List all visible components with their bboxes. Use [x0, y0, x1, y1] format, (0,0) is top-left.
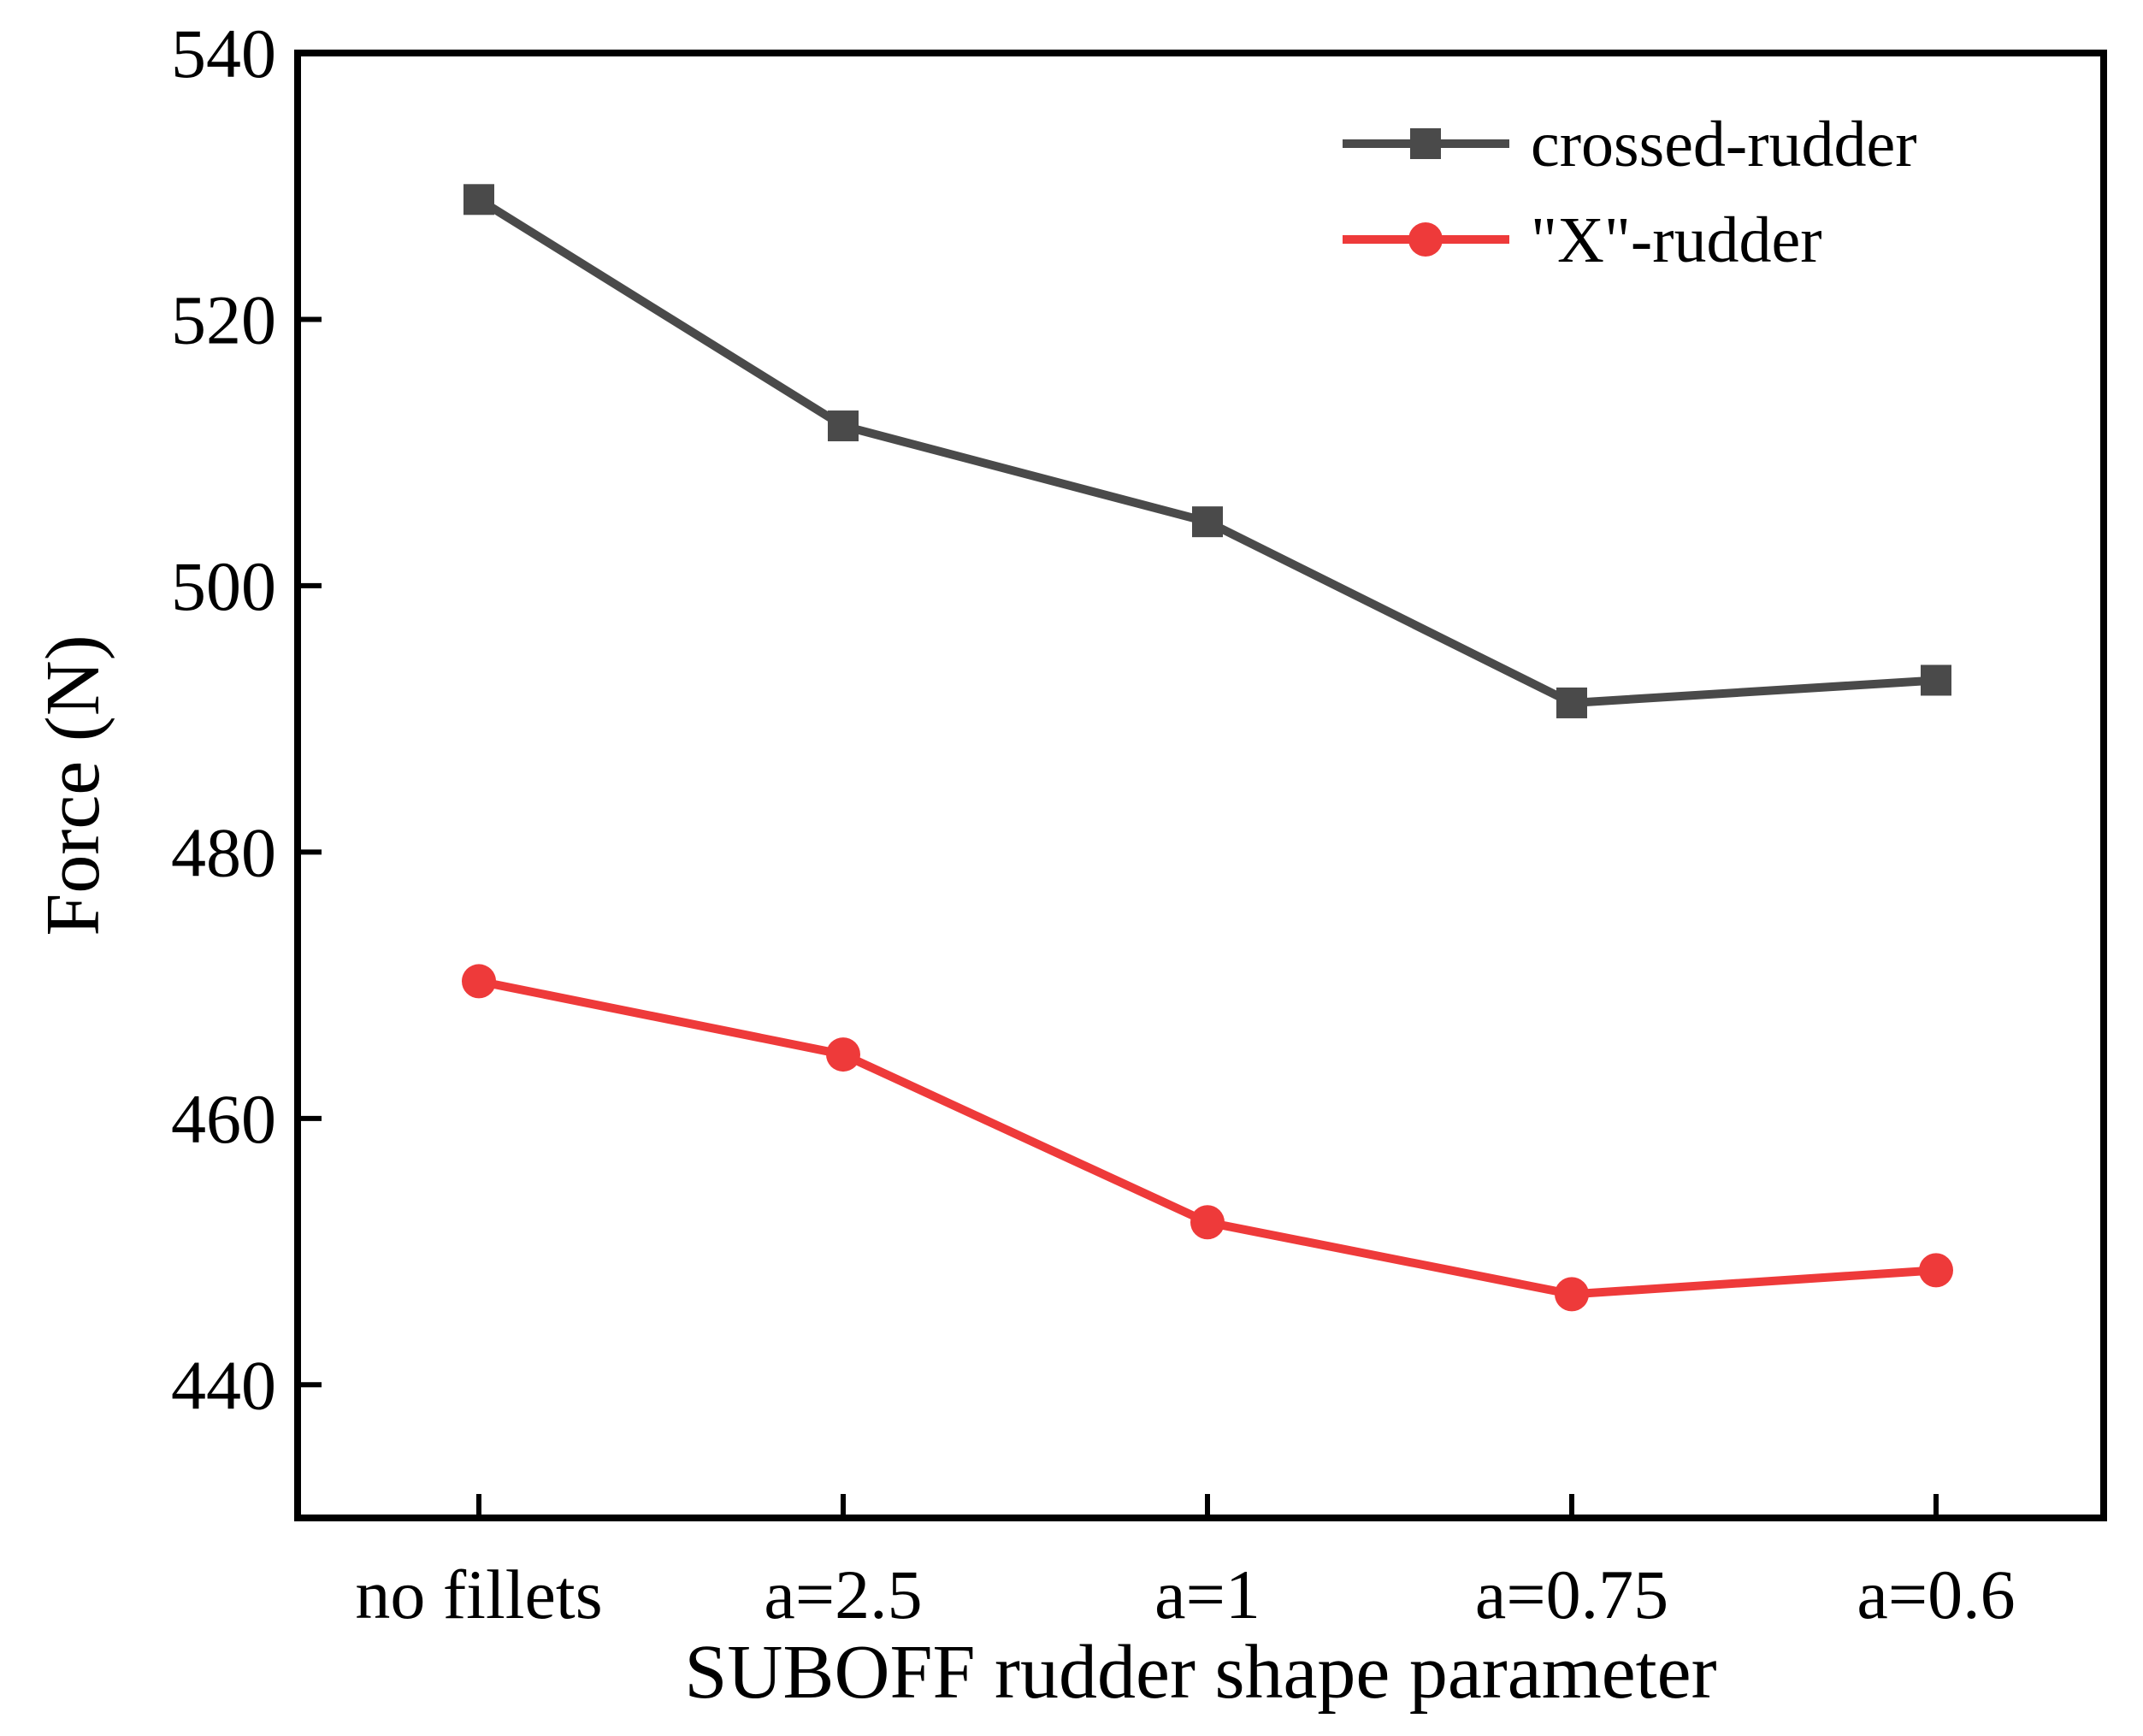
- data-point: [462, 964, 496, 999]
- y-tick-label: 440: [171, 1346, 276, 1424]
- plot-frame: [294, 50, 2107, 1521]
- data-point: [1919, 1253, 1953, 1288]
- y-axis-ticks: 440 460 480 500 520 540: [171, 15, 322, 1424]
- x-tick-label: a=2.5: [764, 1556, 922, 1633]
- data-point: [1190, 1205, 1225, 1240]
- data-point: [1192, 506, 1223, 538]
- legend-label: "X"-rudder: [1531, 204, 1822, 276]
- data-point: [828, 410, 859, 442]
- data-point: [826, 1037, 860, 1072]
- x-axis-title: SUBOFF rudder shape parameter: [684, 1630, 1716, 1715]
- y-tick-label: 460: [171, 1080, 276, 1158]
- x-tick-label: a=0.6: [1857, 1556, 2015, 1633]
- series-layer: [462, 184, 1953, 1312]
- data-point: [1921, 664, 1951, 696]
- series-line-2: [478, 977, 1937, 1299]
- x-tick-label: no fillets: [355, 1556, 602, 1633]
- data-point: [1555, 1277, 1589, 1312]
- y-tick-label: 520: [171, 280, 276, 358]
- data-point: [463, 184, 494, 216]
- y-tick-label: 480: [171, 813, 276, 891]
- data-point: [1556, 687, 1587, 718]
- legend-label: crossed-rudder: [1531, 109, 1917, 180]
- legend: crossed-rudder "X"-rudder: [1343, 109, 1917, 276]
- x-tick-label: a=1: [1154, 1556, 1260, 1633]
- y-tick-label: 500: [171, 547, 276, 625]
- legend-marker: [1410, 128, 1441, 159]
- y-tick-label: 540: [171, 15, 276, 92]
- legend-marker: [1408, 222, 1443, 257]
- x-axis-ticks: no fillets a=2.5 a=1 a=0.75 a=0.6: [355, 1494, 2016, 1633]
- y-axis-title: Force (N): [31, 635, 115, 936]
- x-tick-label: a=0.75: [1475, 1556, 1668, 1633]
